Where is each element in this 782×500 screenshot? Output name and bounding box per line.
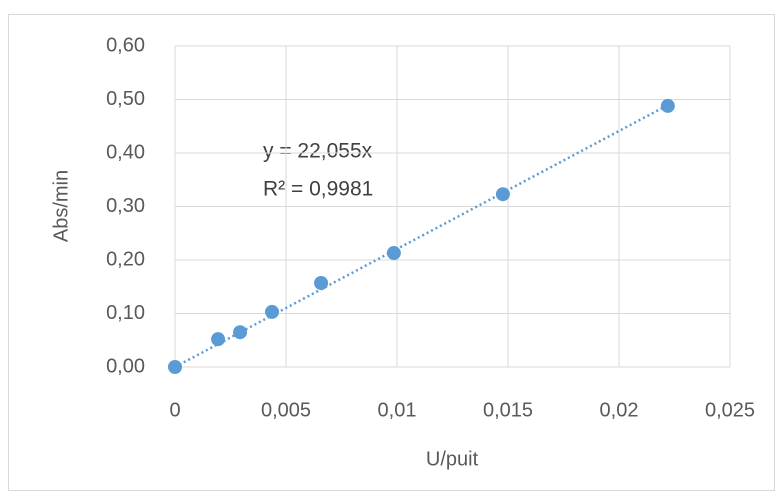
x-tick-label: 0,005 [261,399,311,421]
y-tick-label: 0,30 [106,195,145,217]
y-tick-label: 0,00 [106,355,145,377]
data-point [314,276,329,291]
x-tick-label: 0,01 [378,399,417,421]
y-tick-label: 0,10 [106,302,145,324]
data-point [168,360,182,374]
data-point [233,325,248,340]
data-point [386,246,401,261]
y-tick-label: 0,40 [106,141,145,163]
data-point [211,332,226,347]
data-point [495,187,510,202]
data-point [265,304,280,319]
x-tick-label: 0,025 [705,399,755,421]
trendline [174,103,669,369]
y-tick-label: 0,50 [106,88,145,110]
data-point [660,98,675,113]
x-tick-label: 0,015 [483,399,533,421]
trend-equation: y = 22,055x [263,140,373,163]
y-tick-label: 0,60 [106,34,145,56]
x-tick-label: 0 [169,399,180,421]
y-axis-label: Abs/min [50,170,72,242]
x-axis-label: U/puit [426,448,479,470]
y-tick-label: 0,20 [106,248,145,270]
trend-r-squared: R² = 0,9981 [263,178,373,201]
x-tick-label: 0,02 [600,399,639,421]
